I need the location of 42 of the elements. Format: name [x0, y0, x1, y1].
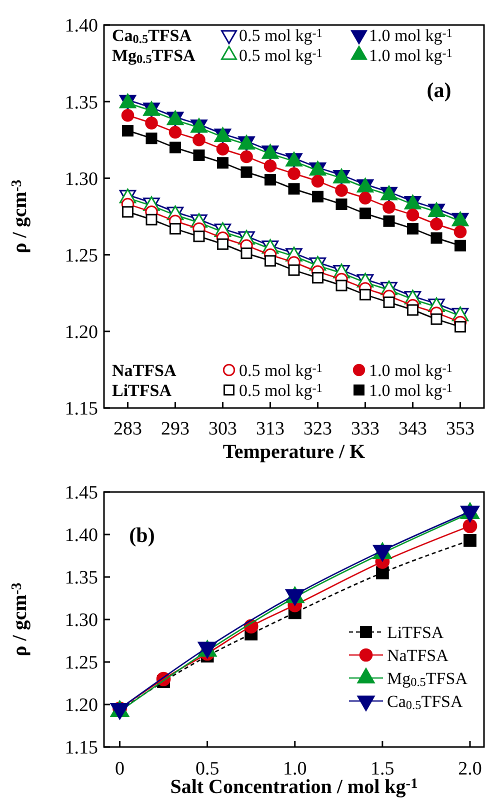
legend-label: 1.0 mol kg$^{-1}$	[369, 380, 452, 400]
x-tick-label: 353	[446, 418, 474, 440]
legend-label: NaTFSA	[387, 646, 450, 665]
y-tick-label: 1.20	[64, 322, 98, 344]
legend-label: 0.5 mol kg$^{-1}$	[239, 46, 322, 65]
legend-label: Mg$_{0.5}$TFSA	[387, 669, 468, 689]
y-tick-label: 1.15	[64, 398, 98, 420]
annotation: NaTFSA	[112, 361, 177, 380]
legend-label: 0.5 mol kg$^{-1}$	[239, 26, 322, 45]
x-tick-label: 313	[256, 418, 284, 440]
x-tick-label: 0	[115, 758, 125, 780]
y-tick-label: 1.20	[64, 695, 98, 716]
y-tick-label: 1.35	[64, 92, 98, 114]
y-tick-label: 1.45	[64, 482, 98, 504]
x-tick-label: 283	[114, 418, 142, 440]
annotation: LiTFSA	[112, 381, 172, 400]
x-tick-label: 303	[208, 418, 237, 440]
x-tick-label: 2.0	[458, 758, 482, 780]
x-axis-title: Temperature / K	[222, 441, 366, 463]
y-tick-label: 1.40	[64, 525, 98, 546]
legend-label: 1.0 mol kg$^{-1}$	[369, 360, 452, 380]
y-tick-label: 1.25	[64, 245, 98, 266]
legend-label: 1.0 mol kg$^{-1}$	[369, 46, 452, 65]
legend-label: 0.5 mol kg$^{-1}$	[239, 380, 322, 400]
legend-label: Ca$_{0.5}$TFSA	[387, 692, 464, 712]
legend-label: 1.0 mol kg$^{-1}$	[369, 26, 452, 45]
y-tick-label: 1.40	[64, 16, 98, 37]
annotation: Mg$_{0.5}$TFSA	[112, 46, 196, 66]
x-tick-label: 333	[351, 418, 380, 440]
x-tick-label: 293	[161, 418, 190, 440]
y-tick-label: 1.35	[64, 568, 98, 589]
x-tick-label: 323	[304, 418, 332, 440]
y-tick-label: 1.30	[64, 610, 98, 632]
annotation: Ca$_{0.5}$TFSA	[112, 26, 192, 46]
legend-label: 0.5 mol kg$^{-1}$	[239, 360, 322, 380]
annotation: (b)	[129, 523, 155, 547]
legend-label: LiTFSA	[387, 623, 444, 642]
x-tick-label: 343	[398, 418, 427, 440]
y-tick-label: 1.25	[64, 652, 98, 674]
y-tick-label: 1.15	[64, 738, 98, 759]
y-tick-label: 1.30	[64, 168, 98, 190]
annotation: (a)	[426, 78, 452, 102]
